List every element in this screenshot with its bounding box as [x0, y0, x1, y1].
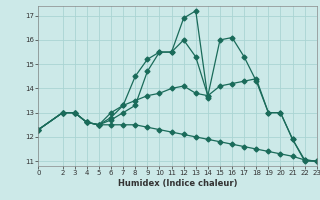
X-axis label: Humidex (Indice chaleur): Humidex (Indice chaleur) — [118, 179, 237, 188]
